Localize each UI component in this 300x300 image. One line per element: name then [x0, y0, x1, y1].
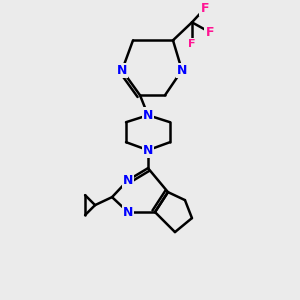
Text: N: N: [143, 144, 153, 157]
Text: N: N: [177, 64, 187, 77]
Text: N: N: [117, 64, 127, 77]
Text: F: F: [201, 2, 209, 15]
Text: F: F: [206, 26, 214, 39]
Text: N: N: [143, 109, 153, 122]
Text: N: N: [123, 206, 133, 219]
Text: F: F: [188, 39, 196, 49]
Text: N: N: [123, 174, 133, 187]
